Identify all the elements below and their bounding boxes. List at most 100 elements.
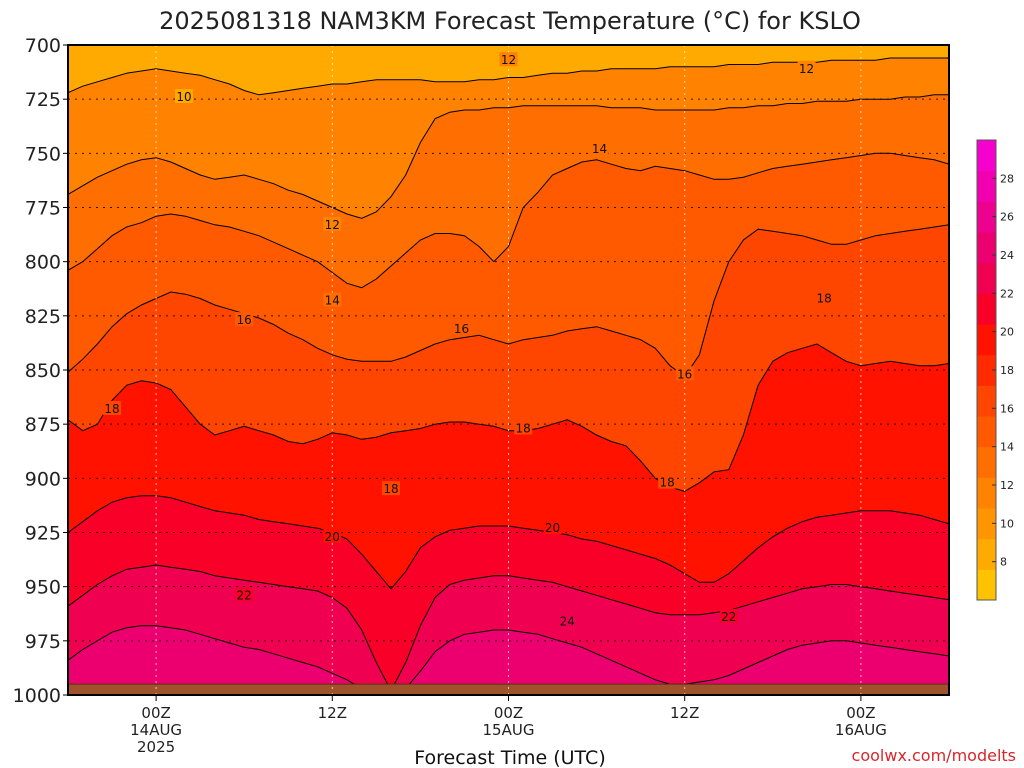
y-tick-label-850: 850 xyxy=(25,360,61,382)
ground-fill xyxy=(68,684,949,695)
y-tick-label-775: 775 xyxy=(25,198,61,220)
y-tick-label-700: 700 xyxy=(25,35,61,57)
contour-label-16: 16 xyxy=(454,322,469,336)
y-tick-label-800: 800 xyxy=(25,252,61,274)
contour-label-12: 12 xyxy=(799,62,814,76)
colorbar-swatch-13 xyxy=(977,170,996,202)
colorbar-label-16: 16 xyxy=(1000,402,1014,415)
band-coldest xyxy=(68,45,95,82)
x-tick-label-3-0: 12Z xyxy=(670,704,699,722)
contour-label-bg-1 xyxy=(499,52,518,67)
contour-label-bg-12 xyxy=(658,474,677,489)
colorbar: 8 10 12 14 16 18 20 22 24 26 28 xyxy=(976,139,1014,601)
contour-label-bg-0 xyxy=(174,89,193,103)
colorbar-label-28: 28 xyxy=(1000,172,1014,185)
contour-label-16: 16 xyxy=(677,367,692,381)
colorbar-label-22: 22 xyxy=(1000,287,1014,300)
y-tick-label-1000: 1000 xyxy=(13,685,61,707)
contour-label-bg-18 xyxy=(558,613,577,628)
contour-label-18: 18 xyxy=(104,402,119,416)
colorbar-swatch-2 xyxy=(977,508,996,540)
colorbar-swatch-5 xyxy=(977,416,996,448)
contour-label-14: 14 xyxy=(325,294,340,308)
contour-label-20: 20 xyxy=(545,521,560,535)
colorbar-swatch-14 xyxy=(977,140,996,172)
colorbar-swatch-12 xyxy=(977,201,996,233)
contour-label-22: 22 xyxy=(721,610,736,624)
y-axis-ticks: 700 725 750 775 800 825 850 875 900 925 950 975 1000 xyxy=(13,35,68,707)
colorbar-swatch-11 xyxy=(977,232,996,264)
contour-label-bg-3 xyxy=(323,216,342,231)
contour-label-bg-7 xyxy=(452,320,471,335)
isotherm-24 xyxy=(68,625,949,694)
contour-label-24: 24 xyxy=(560,614,575,628)
x-tick-label-0-2: 2025 xyxy=(137,738,175,756)
y-tick-label-900: 900 xyxy=(25,468,61,490)
y-tick-label-725: 725 xyxy=(25,89,61,111)
contour-label-bg-13 xyxy=(815,290,834,305)
colorbar-swatch-6 xyxy=(977,385,996,417)
site-credit[interactable]: coolwx.com/modelts xyxy=(852,746,1016,765)
isotherm-14 xyxy=(68,152,949,289)
x-axis-label: Forecast Time (UTC) xyxy=(414,747,605,768)
x-tick-label-2-0: 00Z xyxy=(494,704,523,722)
colorbar-swatch-7 xyxy=(977,354,996,386)
y-tick-label-825: 825 xyxy=(25,306,61,328)
colorbar-swatch-8 xyxy=(977,324,996,356)
contour-label-10: 10 xyxy=(176,90,191,104)
colorbar-label-10: 10 xyxy=(1000,517,1014,530)
contour-label-bg-11 xyxy=(382,481,401,496)
y-tick-label-925: 925 xyxy=(25,523,61,545)
contour-label-bg-14 xyxy=(323,528,342,543)
colorbar-label-8: 8 xyxy=(1000,556,1007,569)
contour-label-12: 12 xyxy=(325,218,340,232)
colorbar-label-12: 12 xyxy=(1000,479,1014,492)
contour-label-bg-4 xyxy=(590,141,609,155)
contour-label-22: 22 xyxy=(237,588,252,602)
contour-label-18: 18 xyxy=(659,476,674,490)
colorbar-swatch-1 xyxy=(977,538,996,570)
contour-label-bg-15 xyxy=(543,520,562,535)
contour-label-18: 18 xyxy=(516,422,531,436)
contour-label-bg-9 xyxy=(103,401,122,415)
contour-label-12: 12 xyxy=(501,53,516,67)
colorbar-label-14: 14 xyxy=(1000,441,1014,454)
y-tick-label-875: 875 xyxy=(25,414,61,436)
colorbar-swatch-4 xyxy=(977,446,996,478)
contour-label-bg-16 xyxy=(235,587,254,602)
contour-label-bg-6 xyxy=(235,312,254,327)
grid-lines xyxy=(68,45,949,695)
contour-label-20: 20 xyxy=(325,530,340,544)
colorbar-label-18: 18 xyxy=(1000,364,1014,377)
contour-label-bg-17 xyxy=(719,609,738,623)
contour-label-bg-2 xyxy=(797,60,816,75)
x-tick-label-4-0: 00Z xyxy=(846,704,875,722)
colorbar-label-26: 26 xyxy=(1000,211,1014,224)
y-tick-label-750: 750 xyxy=(25,143,61,165)
isotherm-12 xyxy=(68,94,949,219)
contour-label-bg-5 xyxy=(323,292,342,307)
y-tick-label-975: 975 xyxy=(25,631,61,653)
contour-label-bg-8 xyxy=(675,366,694,381)
x-tick-label-1-0: 12Z xyxy=(318,704,347,722)
y-tick-label-950: 950 xyxy=(25,577,61,599)
isotherm-16 xyxy=(68,224,949,378)
x-tick-label-0-0: 00Z xyxy=(141,704,170,722)
x-tick-label-4-1: 16AUG xyxy=(835,721,887,739)
contour-label-18: 18 xyxy=(383,482,398,496)
colorbar-swatch-10 xyxy=(977,262,996,294)
colorbar-label-20: 20 xyxy=(1000,326,1014,339)
contour-labels: 10 12 12 12 14 14 16 16 16 18 18 18 18 18 20 20 22 22 24 xyxy=(103,52,834,628)
x-tick-label-0-1: 14AUG xyxy=(130,721,182,739)
chart-title: 2025081318 NAM3KM Forecast Temperature (… xyxy=(159,7,861,35)
contour-label-bg-10 xyxy=(514,420,533,435)
contour-label-14: 14 xyxy=(592,142,607,156)
contour-label-18: 18 xyxy=(817,292,832,306)
colorbar-swatch-9 xyxy=(977,293,996,325)
ground-layer xyxy=(68,683,949,695)
contour-label-16: 16 xyxy=(237,313,252,327)
colorbar-swatch-0 xyxy=(977,569,996,601)
colorbar-label-24: 24 xyxy=(1000,249,1014,262)
